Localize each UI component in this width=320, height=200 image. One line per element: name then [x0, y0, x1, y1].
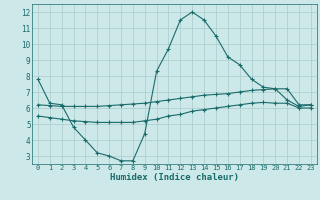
X-axis label: Humidex (Indice chaleur): Humidex (Indice chaleur) — [110, 173, 239, 182]
